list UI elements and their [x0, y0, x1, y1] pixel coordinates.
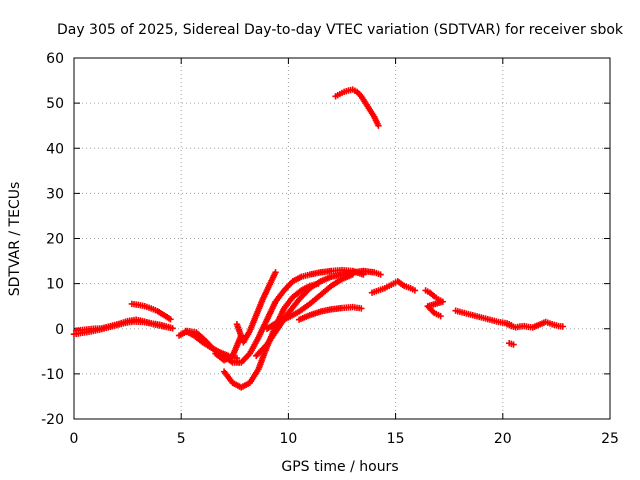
y-axis-label: SDTVAR / TECUs	[7, 182, 23, 297]
data-point	[349, 271, 356, 278]
y-tick-labels: -20 -10 0 10 20 30 40 50 60	[41, 51, 64, 428]
x-tick-labels: 0 5 10 15 20 25	[70, 431, 619, 447]
data-point	[437, 312, 444, 320]
series-pass-3	[128, 300, 174, 323]
y-tick-label: 20	[46, 232, 64, 248]
grid-layer	[74, 58, 610, 419]
data-point	[510, 341, 517, 348]
y-tick-label: 50	[46, 96, 64, 112]
x-tick-label: 5	[177, 431, 186, 447]
y-tick-label: 10	[46, 277, 64, 293]
data-point	[377, 271, 384, 278]
series-pass-17	[503, 318, 567, 331]
series-pass-12	[295, 303, 365, 323]
data-point	[559, 323, 567, 330]
x-tick-label: 10	[279, 431, 297, 447]
chart-title: Day 305 of 2025, Sidereal Day-to-day VTE…	[57, 22, 624, 38]
x-tick-label: 15	[387, 431, 405, 447]
series-pass-15	[422, 287, 446, 320]
data-point	[167, 324, 174, 332]
y-tick-label: -20	[41, 412, 64, 428]
series-pass-14	[368, 278, 419, 296]
data-point	[358, 305, 365, 312]
x-tick-label: 20	[494, 431, 512, 447]
data-points	[70, 86, 567, 391]
data-point	[375, 122, 382, 129]
x-tick-label: 0	[70, 431, 79, 447]
series-pass-2	[72, 316, 174, 334]
data-point	[167, 316, 174, 323]
series-pass-11	[263, 271, 356, 332]
y-tick-label: -10	[41, 367, 64, 383]
series-pass-10	[253, 267, 384, 360]
y-tick-label: 60	[46, 51, 64, 67]
y-tick-label: 40	[46, 141, 64, 157]
data-point	[411, 287, 419, 294]
series-pass-16	[452, 307, 515, 329]
series-pass-18	[506, 339, 517, 348]
y-tick-label: 0	[55, 322, 64, 338]
data-point	[272, 269, 279, 276]
y-tick-label: 30	[46, 186, 64, 202]
series-pass-7	[233, 269, 279, 346]
series-pass-13	[332, 86, 382, 129]
x-axis-label: GPS time / hours	[281, 459, 398, 475]
x-tick-label: 25	[601, 431, 619, 447]
